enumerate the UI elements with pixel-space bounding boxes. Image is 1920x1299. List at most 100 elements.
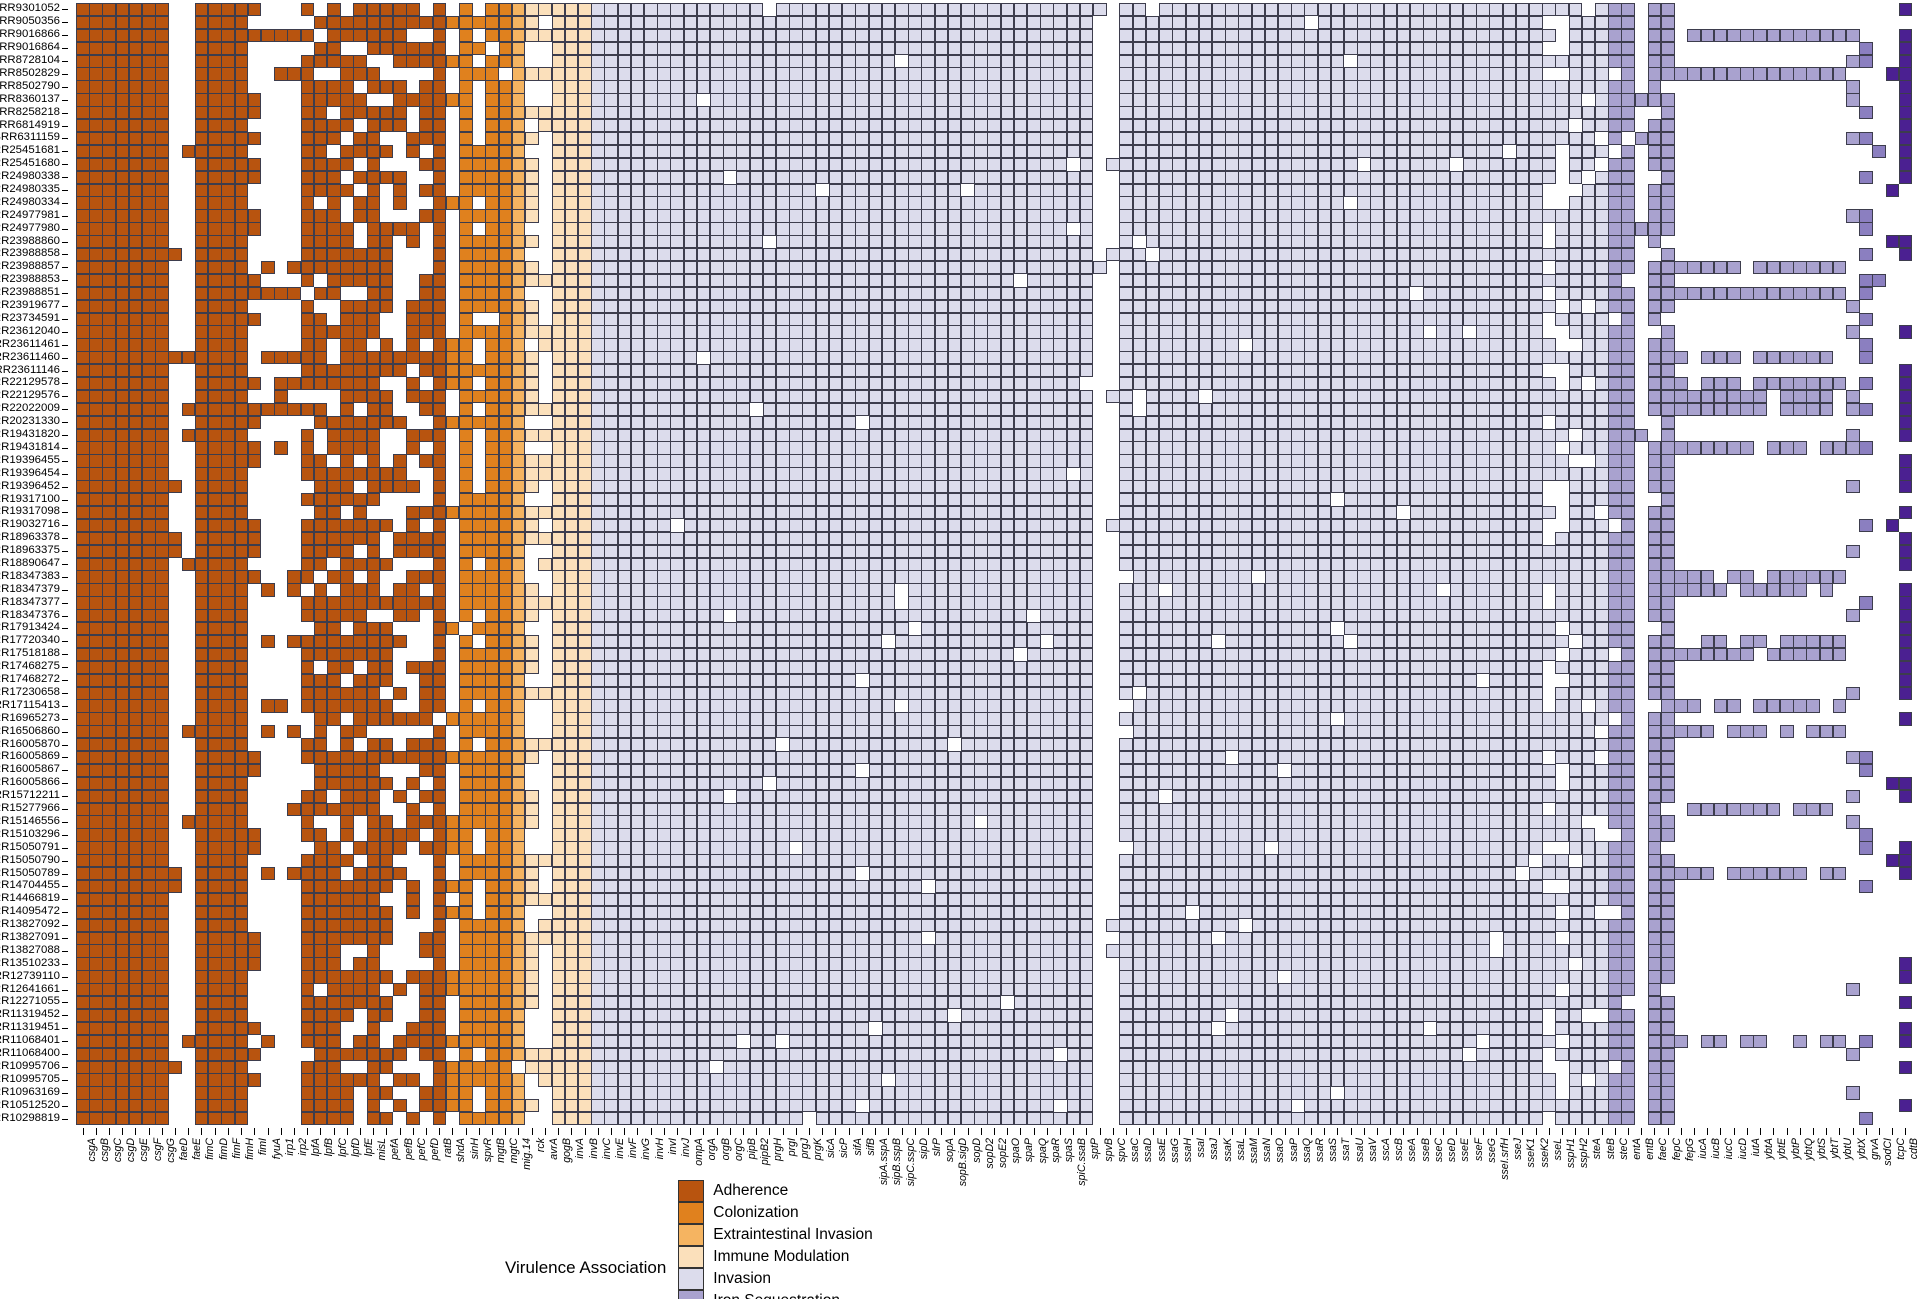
heatmap-cell [1132, 41, 1147, 55]
heatmap-cell [630, 544, 645, 558]
heatmap-cell [1000, 131, 1015, 146]
heatmap-cell [1198, 222, 1213, 236]
heatmap-cell [551, 170, 566, 184]
heatmap-cell [736, 454, 751, 468]
heatmap-cell [1198, 80, 1213, 94]
heatmap-cell [736, 480, 751, 494]
heatmap-cell [723, 28, 737, 43]
heatmap-cell [1251, 119, 1266, 133]
heatmap-cell [89, 106, 103, 120]
heatmap-cell [1264, 454, 1279, 468]
heatmap-cell [1172, 28, 1186, 43]
heatmap-cell [1053, 106, 1068, 120]
heatmap-cell [76, 93, 90, 107]
heatmap-cell [934, 454, 949, 468]
heatmap-cell [974, 531, 988, 546]
heatmap-cell [736, 235, 751, 249]
heatmap-cell [1436, 80, 1451, 94]
heatmap-cell [1489, 183, 1503, 197]
heatmap-cell [723, 480, 737, 494]
heatmap-cell [234, 338, 249, 352]
heatmap-cell [1647, 260, 1662, 275]
heatmap-cell [1489, 441, 1503, 455]
heatmap-cell [1225, 144, 1239, 159]
heatmap-cell [894, 106, 909, 120]
heatmap-cell [1119, 183, 1134, 197]
heatmap-cell [1528, 3, 1543, 17]
heatmap-cell [1476, 518, 1490, 533]
heatmap-cell [723, 273, 737, 288]
heatmap-cell [749, 286, 764, 300]
heatmap-cell [459, 505, 473, 520]
heatmap-cell [789, 531, 803, 546]
heatmap-cell [696, 222, 711, 236]
heatmap-cell [155, 493, 169, 507]
heatmap-cell [1859, 377, 1873, 391]
heatmap-cell [155, 480, 169, 494]
heatmap-cell [1410, 441, 1424, 455]
heatmap-cell [1898, 144, 1913, 159]
heatmap-cell [1172, 119, 1186, 133]
heatmap-cell [802, 80, 817, 94]
heatmap-cell [393, 544, 407, 558]
heatmap-cell [1462, 377, 1477, 391]
heatmap-cell [208, 531, 222, 546]
heatmap-cell [908, 41, 922, 55]
heatmap-cell [194, 144, 209, 159]
heatmap-cell [802, 54, 817, 68]
heatmap-cell [736, 493, 751, 507]
heatmap-cell [1581, 557, 1596, 571]
heatmap-cell [393, 467, 407, 481]
heatmap-cell [76, 454, 90, 468]
heatmap-cell [564, 467, 579, 481]
heatmap-cell [1700, 67, 1715, 81]
heatmap-cell [1436, 428, 1451, 442]
heatmap-cell [1423, 493, 1437, 507]
heatmap-cell [155, 106, 169, 120]
heatmap-cell [300, 325, 315, 339]
heatmap-cell [1079, 235, 1094, 249]
heatmap-cell [313, 222, 328, 236]
heatmap-cell [736, 41, 751, 55]
heatmap-cell [1317, 441, 1332, 455]
heatmap-cell [1568, 286, 1583, 300]
heatmap-cell [511, 144, 526, 159]
heatmap-cell [1317, 41, 1332, 55]
heatmap-cell [1357, 222, 1371, 236]
heatmap-cell [1436, 377, 1451, 391]
heatmap-cell [630, 286, 645, 300]
heatmap-cell [683, 415, 698, 429]
heatmap-cell [1383, 144, 1398, 159]
heatmap-cell [1053, 415, 1068, 429]
heatmap-cell [1211, 312, 1226, 326]
heatmap-cell [1027, 157, 1041, 172]
heatmap-cell [1053, 157, 1068, 172]
heatmap-cell [1159, 351, 1173, 365]
heatmap-cell [1449, 248, 1464, 262]
heatmap-cell [1330, 377, 1345, 391]
heatmap-cell [591, 480, 605, 494]
heatmap-cell [657, 325, 671, 339]
heatmap-cell [683, 28, 698, 43]
heatmap-cell [1238, 480, 1252, 494]
heatmap-cell [1462, 248, 1477, 262]
heatmap-cell [1119, 467, 1134, 481]
heatmap-cell [1264, 518, 1279, 533]
heatmap-cell [564, 144, 579, 159]
heatmap-cell [1013, 222, 1028, 236]
heatmap-cell [221, 235, 235, 249]
heatmap-cell [340, 389, 354, 404]
heatmap-cell [485, 544, 500, 558]
heatmap-cell [511, 286, 526, 300]
heatmap-cell [1317, 196, 1332, 210]
heatmap-cell [1119, 260, 1134, 275]
heatmap-cell [670, 119, 684, 133]
heatmap-cell [340, 325, 354, 339]
heatmap-cell [1277, 273, 1292, 288]
heatmap-cell [1053, 209, 1068, 223]
heatmap-cell [1066, 248, 1081, 262]
heatmap-cell [128, 441, 143, 455]
heatmap-cell [1264, 377, 1279, 391]
heatmap-cell [802, 144, 817, 159]
heatmap-cell [1608, 80, 1622, 94]
